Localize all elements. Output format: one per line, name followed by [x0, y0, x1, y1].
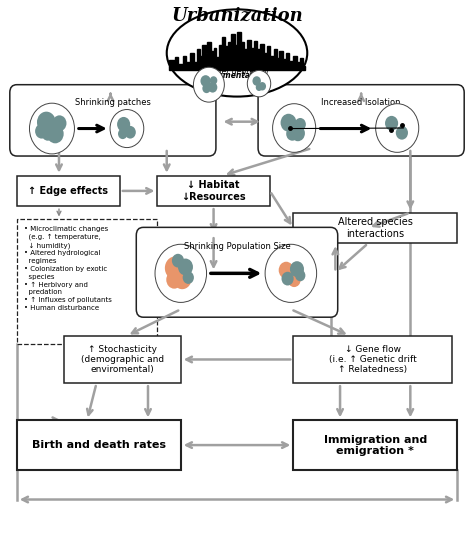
- Circle shape: [178, 258, 193, 276]
- Ellipse shape: [167, 10, 307, 97]
- Text: ↑ Edge effects: ↑ Edge effects: [28, 186, 109, 196]
- Text: Shrinking Population Size: Shrinking Population Size: [183, 242, 291, 252]
- FancyBboxPatch shape: [17, 219, 157, 343]
- Text: ↓ Gene flow
(i.e. ↑ Genetic drift
↑ Relatedness): ↓ Gene flow (i.e. ↑ Genetic drift ↑ Rela…: [329, 344, 417, 374]
- Circle shape: [166, 271, 182, 289]
- Circle shape: [295, 270, 305, 281]
- Circle shape: [37, 112, 56, 133]
- Circle shape: [208, 82, 217, 92]
- Polygon shape: [169, 67, 305, 70]
- Circle shape: [165, 256, 185, 280]
- Circle shape: [193, 67, 224, 102]
- Circle shape: [288, 272, 301, 287]
- FancyBboxPatch shape: [10, 85, 216, 156]
- Circle shape: [253, 76, 261, 86]
- Polygon shape: [169, 32, 305, 67]
- Circle shape: [396, 126, 408, 140]
- FancyBboxPatch shape: [293, 420, 457, 470]
- Circle shape: [210, 76, 217, 85]
- Circle shape: [35, 124, 48, 139]
- Circle shape: [29, 103, 74, 154]
- Circle shape: [286, 127, 298, 140]
- Circle shape: [247, 70, 271, 97]
- Circle shape: [282, 272, 294, 286]
- Text: • Microclimatic changes
  (e.g. ↑ temperature,
  ↓ humidity)
• Altered hydrologi: • Microclimatic changes (e.g. ↑ temperat…: [24, 226, 112, 311]
- FancyBboxPatch shape: [293, 336, 453, 383]
- FancyBboxPatch shape: [17, 420, 181, 470]
- Circle shape: [258, 82, 266, 90]
- Circle shape: [118, 129, 128, 139]
- FancyBboxPatch shape: [293, 213, 457, 243]
- Circle shape: [125, 126, 136, 139]
- Circle shape: [281, 114, 297, 132]
- Text: Urbanization: Urbanization: [171, 7, 303, 25]
- FancyBboxPatch shape: [137, 227, 337, 317]
- Circle shape: [155, 244, 207, 302]
- Circle shape: [290, 261, 304, 277]
- Circle shape: [256, 84, 262, 91]
- Text: Altered species
interactions: Altered species interactions: [338, 217, 413, 239]
- Circle shape: [42, 127, 54, 140]
- Circle shape: [201, 75, 211, 87]
- Text: Immigration and
emigration *: Immigration and emigration *: [324, 435, 427, 456]
- Text: Increased Isolation: Increased Isolation: [321, 98, 401, 107]
- Circle shape: [172, 254, 184, 268]
- Text: Birth and death rates: Birth and death rates: [32, 441, 166, 450]
- FancyBboxPatch shape: [17, 176, 120, 206]
- FancyBboxPatch shape: [64, 336, 181, 383]
- Circle shape: [182, 271, 194, 284]
- Circle shape: [202, 84, 211, 93]
- Circle shape: [47, 124, 64, 143]
- Circle shape: [110, 109, 144, 147]
- Circle shape: [117, 117, 130, 132]
- Circle shape: [173, 268, 191, 289]
- FancyBboxPatch shape: [258, 85, 464, 156]
- Circle shape: [385, 116, 398, 131]
- Text: ↓ Habitat
↓Resources: ↓ Habitat ↓Resources: [181, 180, 246, 202]
- Text: fragmentation: fragmentation: [206, 71, 268, 80]
- Circle shape: [53, 115, 66, 131]
- Circle shape: [273, 104, 316, 152]
- Circle shape: [295, 118, 306, 131]
- Text: Higher degree of: Higher degree of: [203, 67, 271, 76]
- Circle shape: [279, 262, 294, 279]
- Circle shape: [376, 104, 419, 152]
- Text: ↑ Stochasticity
(demographic and
enviromental): ↑ Stochasticity (demographic and envirom…: [81, 344, 164, 374]
- Circle shape: [291, 125, 305, 141]
- Text: Shrinking patches: Shrinking patches: [75, 98, 151, 107]
- FancyBboxPatch shape: [157, 176, 270, 206]
- Circle shape: [265, 244, 317, 302]
